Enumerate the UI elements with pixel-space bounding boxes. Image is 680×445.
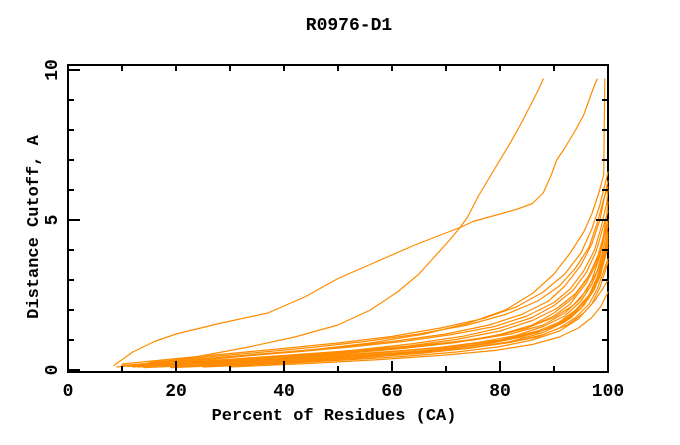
- y-tick-label: 5: [43, 215, 63, 226]
- x-tick-label: 80: [489, 382, 511, 402]
- model-curve: [121, 171, 609, 365]
- model-curve: [121, 180, 609, 367]
- model-curve: [137, 231, 609, 368]
- model-curve: [175, 78, 606, 364]
- model-curve: [202, 261, 609, 368]
- model-curve: [170, 237, 609, 369]
- model-curve: [207, 246, 609, 367]
- y-axis-label: Distance Cutoff, A: [25, 134, 44, 318]
- model-curve: [148, 186, 609, 364]
- model-curve: [218, 279, 609, 367]
- x-axis-label: Percent of Residues (CA): [212, 407, 457, 426]
- y-tick-label: 10: [43, 59, 63, 81]
- model-curves: [113, 78, 609, 369]
- model-curve: [229, 291, 609, 368]
- tick-labels: 0 20 40 60 80 100 0 5 10: [43, 59, 624, 402]
- x-tick-label: 100: [592, 382, 624, 402]
- model-curve: [126, 201, 609, 367]
- x-tick-label: 40: [273, 382, 295, 402]
- model-curve: [148, 78, 598, 365]
- x-tick-label: 0: [63, 382, 74, 402]
- model-curve: [113, 78, 544, 367]
- axis-ticks: [67, 65, 609, 372]
- model-curve: [132, 225, 609, 368]
- chart-title: R0976-D1: [306, 16, 393, 36]
- x-tick-label: 20: [165, 382, 187, 402]
- model-curve: [186, 222, 609, 367]
- model-curve: [132, 189, 609, 366]
- y-tick-label: 0: [43, 365, 63, 376]
- model-curve: [197, 210, 609, 365]
- x-tick-label: 60: [381, 382, 403, 402]
